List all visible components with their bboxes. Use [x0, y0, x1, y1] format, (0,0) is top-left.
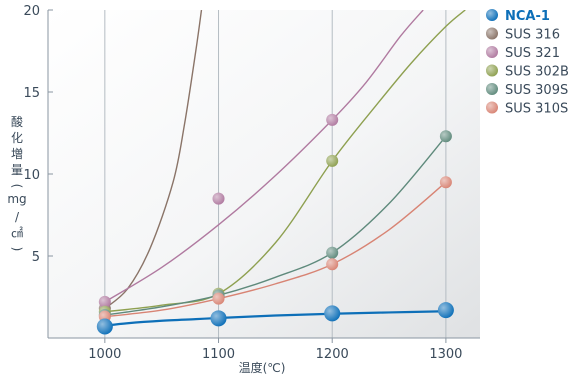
- y-axis-title-char: ㎠: [11, 226, 23, 240]
- data-point-highlight: [326, 113, 339, 126]
- legend-marker-highlight: [486, 9, 498, 21]
- series-line: [104, 10, 424, 303]
- legend-marker-highlight: [486, 64, 498, 77]
- y-axis-title-char: ): [10, 247, 24, 252]
- series-points: [96, 113, 454, 335]
- x-tick-label: 1200: [316, 347, 349, 362]
- series-line: [104, 135, 447, 316]
- legend-marker-highlight: [486, 101, 498, 114]
- plot-background: [48, 10, 480, 338]
- data-point-highlight: [98, 295, 111, 308]
- legend-label: SUS 309S: [505, 83, 568, 98]
- y-axis-ticks: 5 10 15 20: [23, 4, 53, 265]
- y-axis-title-char: 酸: [11, 114, 23, 129]
- data-point-highlight: [439, 176, 452, 189]
- series-line: [104, 181, 447, 318]
- legend: NCA-1 SUS 316 SUS 321 SUS 302B SUS 309S SUS 3…: [486, 9, 569, 117]
- data-point-highlight: [96, 318, 113, 335]
- legend-marker-highlight: [486, 27, 498, 40]
- x-axis-ticks: 1000 1100 1200 1300: [88, 338, 462, 362]
- legend-label: SUS 321: [505, 46, 560, 61]
- data-point-highlight: [212, 192, 225, 205]
- y-axis-title-char: (: [10, 184, 24, 189]
- y-axis-title-char: 化: [11, 131, 23, 145]
- data-point-highlight: [439, 130, 452, 143]
- y-axis-title-char: /: [15, 210, 20, 224]
- legend-marker-highlight: [486, 83, 498, 95]
- x-tick-label: 1300: [429, 347, 462, 362]
- x-tick-label: 1000: [88, 347, 121, 362]
- x-tick-label: 1100: [202, 347, 235, 362]
- data-point-highlight: [210, 310, 227, 327]
- legend-label: NCA-1: [505, 9, 550, 24]
- y-tick-label: 20: [23, 4, 40, 19]
- y-tick-label: 15: [23, 86, 40, 101]
- data-point-highlight: [326, 258, 339, 271]
- y-tick-label: 5: [32, 250, 40, 265]
- grid-lines: [104, 10, 447, 338]
- y-axis-title-char: 増: [11, 147, 23, 161]
- legend-marker-highlight: [486, 46, 498, 58]
- legend-label: SUS 310S: [505, 102, 568, 117]
- legend-label: SUS 302B: [505, 65, 569, 80]
- data-point-highlight: [324, 305, 341, 322]
- x-axis-title: 温度(℃): [239, 360, 286, 375]
- data-point-highlight: [437, 302, 454, 319]
- y-axis-title-char: 量: [11, 163, 23, 177]
- legend-label: SUS 316: [505, 28, 560, 43]
- data-point-highlight: [212, 292, 225, 305]
- y-tick-label: 10: [23, 168, 40, 183]
- data-point-highlight: [326, 154, 339, 167]
- data-point-highlight: [326, 246, 339, 259]
- y-axis-title-char: mg: [7, 192, 26, 206]
